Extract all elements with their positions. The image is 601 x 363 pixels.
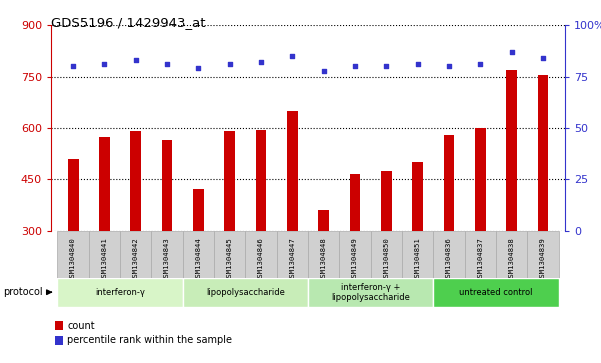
Bar: [412, 162, 423, 231]
Text: GDS5196 / 1429943_at: GDS5196 / 1429943_at: [51, 16, 206, 29]
Bar: [475, 128, 486, 231]
Bar: [350, 174, 361, 231]
Bar: [89, 231, 120, 278]
Text: GSM1304841: GSM1304841: [102, 237, 108, 281]
Bar: [537, 75, 549, 231]
Text: GSM1304845: GSM1304845: [227, 237, 233, 281]
Bar: [276, 231, 308, 278]
Text: GSM1304839: GSM1304839: [540, 237, 546, 281]
Text: GSM1304836: GSM1304836: [446, 237, 452, 281]
Point: [256, 60, 266, 65]
Text: GSM1304847: GSM1304847: [289, 237, 295, 281]
Point: [475, 61, 485, 67]
Bar: [318, 210, 329, 231]
Bar: [193, 189, 204, 231]
Text: GSM1304851: GSM1304851: [415, 237, 421, 281]
Bar: [183, 278, 308, 307]
Point: [194, 66, 203, 72]
Bar: [433, 231, 465, 278]
Bar: [308, 231, 340, 278]
Text: GSM1304842: GSM1304842: [133, 237, 139, 281]
Bar: [57, 231, 89, 278]
Text: interferon-γ +
lipopolysaccharide: interferon-γ + lipopolysaccharide: [331, 282, 410, 302]
Bar: [381, 171, 392, 231]
Text: GSM1304846: GSM1304846: [258, 237, 264, 281]
Bar: [245, 231, 276, 278]
Point: [538, 55, 548, 61]
Text: GSM1304849: GSM1304849: [352, 237, 358, 281]
Point: [507, 49, 516, 55]
Bar: [151, 231, 183, 278]
Point: [131, 57, 141, 63]
Text: GSM1304850: GSM1304850: [383, 237, 389, 281]
Point: [225, 61, 234, 67]
Bar: [433, 278, 559, 307]
Bar: [255, 130, 266, 231]
Text: count: count: [67, 321, 95, 331]
Text: GSM1304838: GSM1304838: [508, 237, 514, 281]
Text: protocol: protocol: [3, 287, 43, 297]
Text: GSM1304837: GSM1304837: [477, 237, 483, 281]
Point: [68, 64, 78, 69]
Bar: [67, 159, 79, 231]
Text: GSM1304843: GSM1304843: [164, 237, 170, 281]
Bar: [402, 231, 433, 278]
Point: [287, 53, 297, 59]
Bar: [287, 111, 298, 231]
Bar: [527, 231, 559, 278]
Bar: [162, 140, 172, 231]
Bar: [506, 70, 517, 231]
Bar: [340, 231, 371, 278]
Bar: [99, 136, 110, 231]
Point: [162, 61, 172, 67]
Text: interferon-γ: interferon-γ: [95, 288, 145, 297]
Bar: [130, 131, 141, 231]
Text: GSM1304840: GSM1304840: [70, 237, 76, 281]
Text: percentile rank within the sample: percentile rank within the sample: [67, 335, 233, 345]
Point: [100, 61, 109, 67]
Bar: [214, 231, 245, 278]
Point: [444, 64, 454, 69]
Bar: [444, 135, 454, 231]
Bar: [57, 278, 183, 307]
Point: [413, 61, 423, 67]
Bar: [183, 231, 214, 278]
Bar: [224, 131, 235, 231]
Bar: [120, 231, 151, 278]
Bar: [496, 231, 527, 278]
Text: untreated control: untreated control: [459, 288, 532, 297]
Bar: [465, 231, 496, 278]
Text: lipopolysaccharide: lipopolysaccharide: [206, 288, 285, 297]
Text: GSM1304848: GSM1304848: [321, 237, 327, 281]
Point: [350, 64, 360, 69]
Bar: [371, 231, 402, 278]
Point: [319, 68, 329, 73]
Point: [382, 64, 391, 69]
Text: GSM1304844: GSM1304844: [195, 237, 201, 281]
Bar: [308, 278, 433, 307]
